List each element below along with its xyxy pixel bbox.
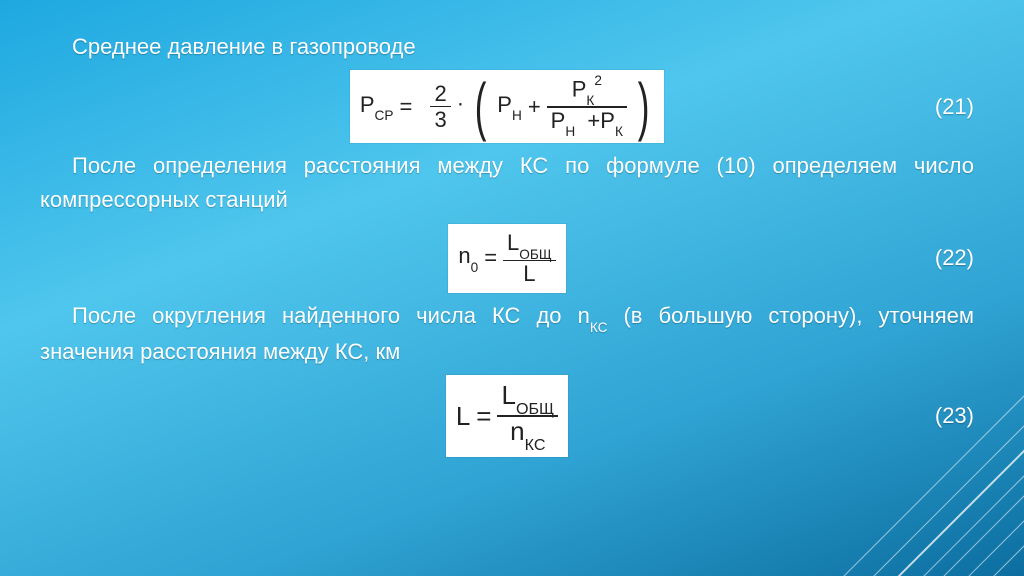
equation-row-21: PСР = 2 3 · ( PН + PК2 PН +PК xyxy=(40,70,974,143)
equation-label-23: (23) xyxy=(935,403,974,429)
equation-row-22: n0 = LОБЩ L (22) xyxy=(40,223,974,293)
equation-label-22: (22) xyxy=(935,245,974,271)
slide: Среднее давление в газопроводе PСР = 2 3… xyxy=(0,0,1024,576)
equation-21: PСР = 2 3 · ( PН + PК2 PН +PК xyxy=(350,70,664,143)
paragraph-3: После округления найденного числа КС до … xyxy=(40,299,974,369)
paragraph-1: Среднее давление в газопроводе xyxy=(40,30,974,64)
equation-row-23: L = LОБЩ nКС (23) xyxy=(40,375,974,457)
equation-label-21: (21) xyxy=(935,94,974,120)
equation-23: L = LОБЩ nКС xyxy=(446,375,568,457)
paragraph-2: После определения расстояния между КС по… xyxy=(40,149,974,217)
equation-22: n0 = LОБЩ L xyxy=(448,224,565,292)
